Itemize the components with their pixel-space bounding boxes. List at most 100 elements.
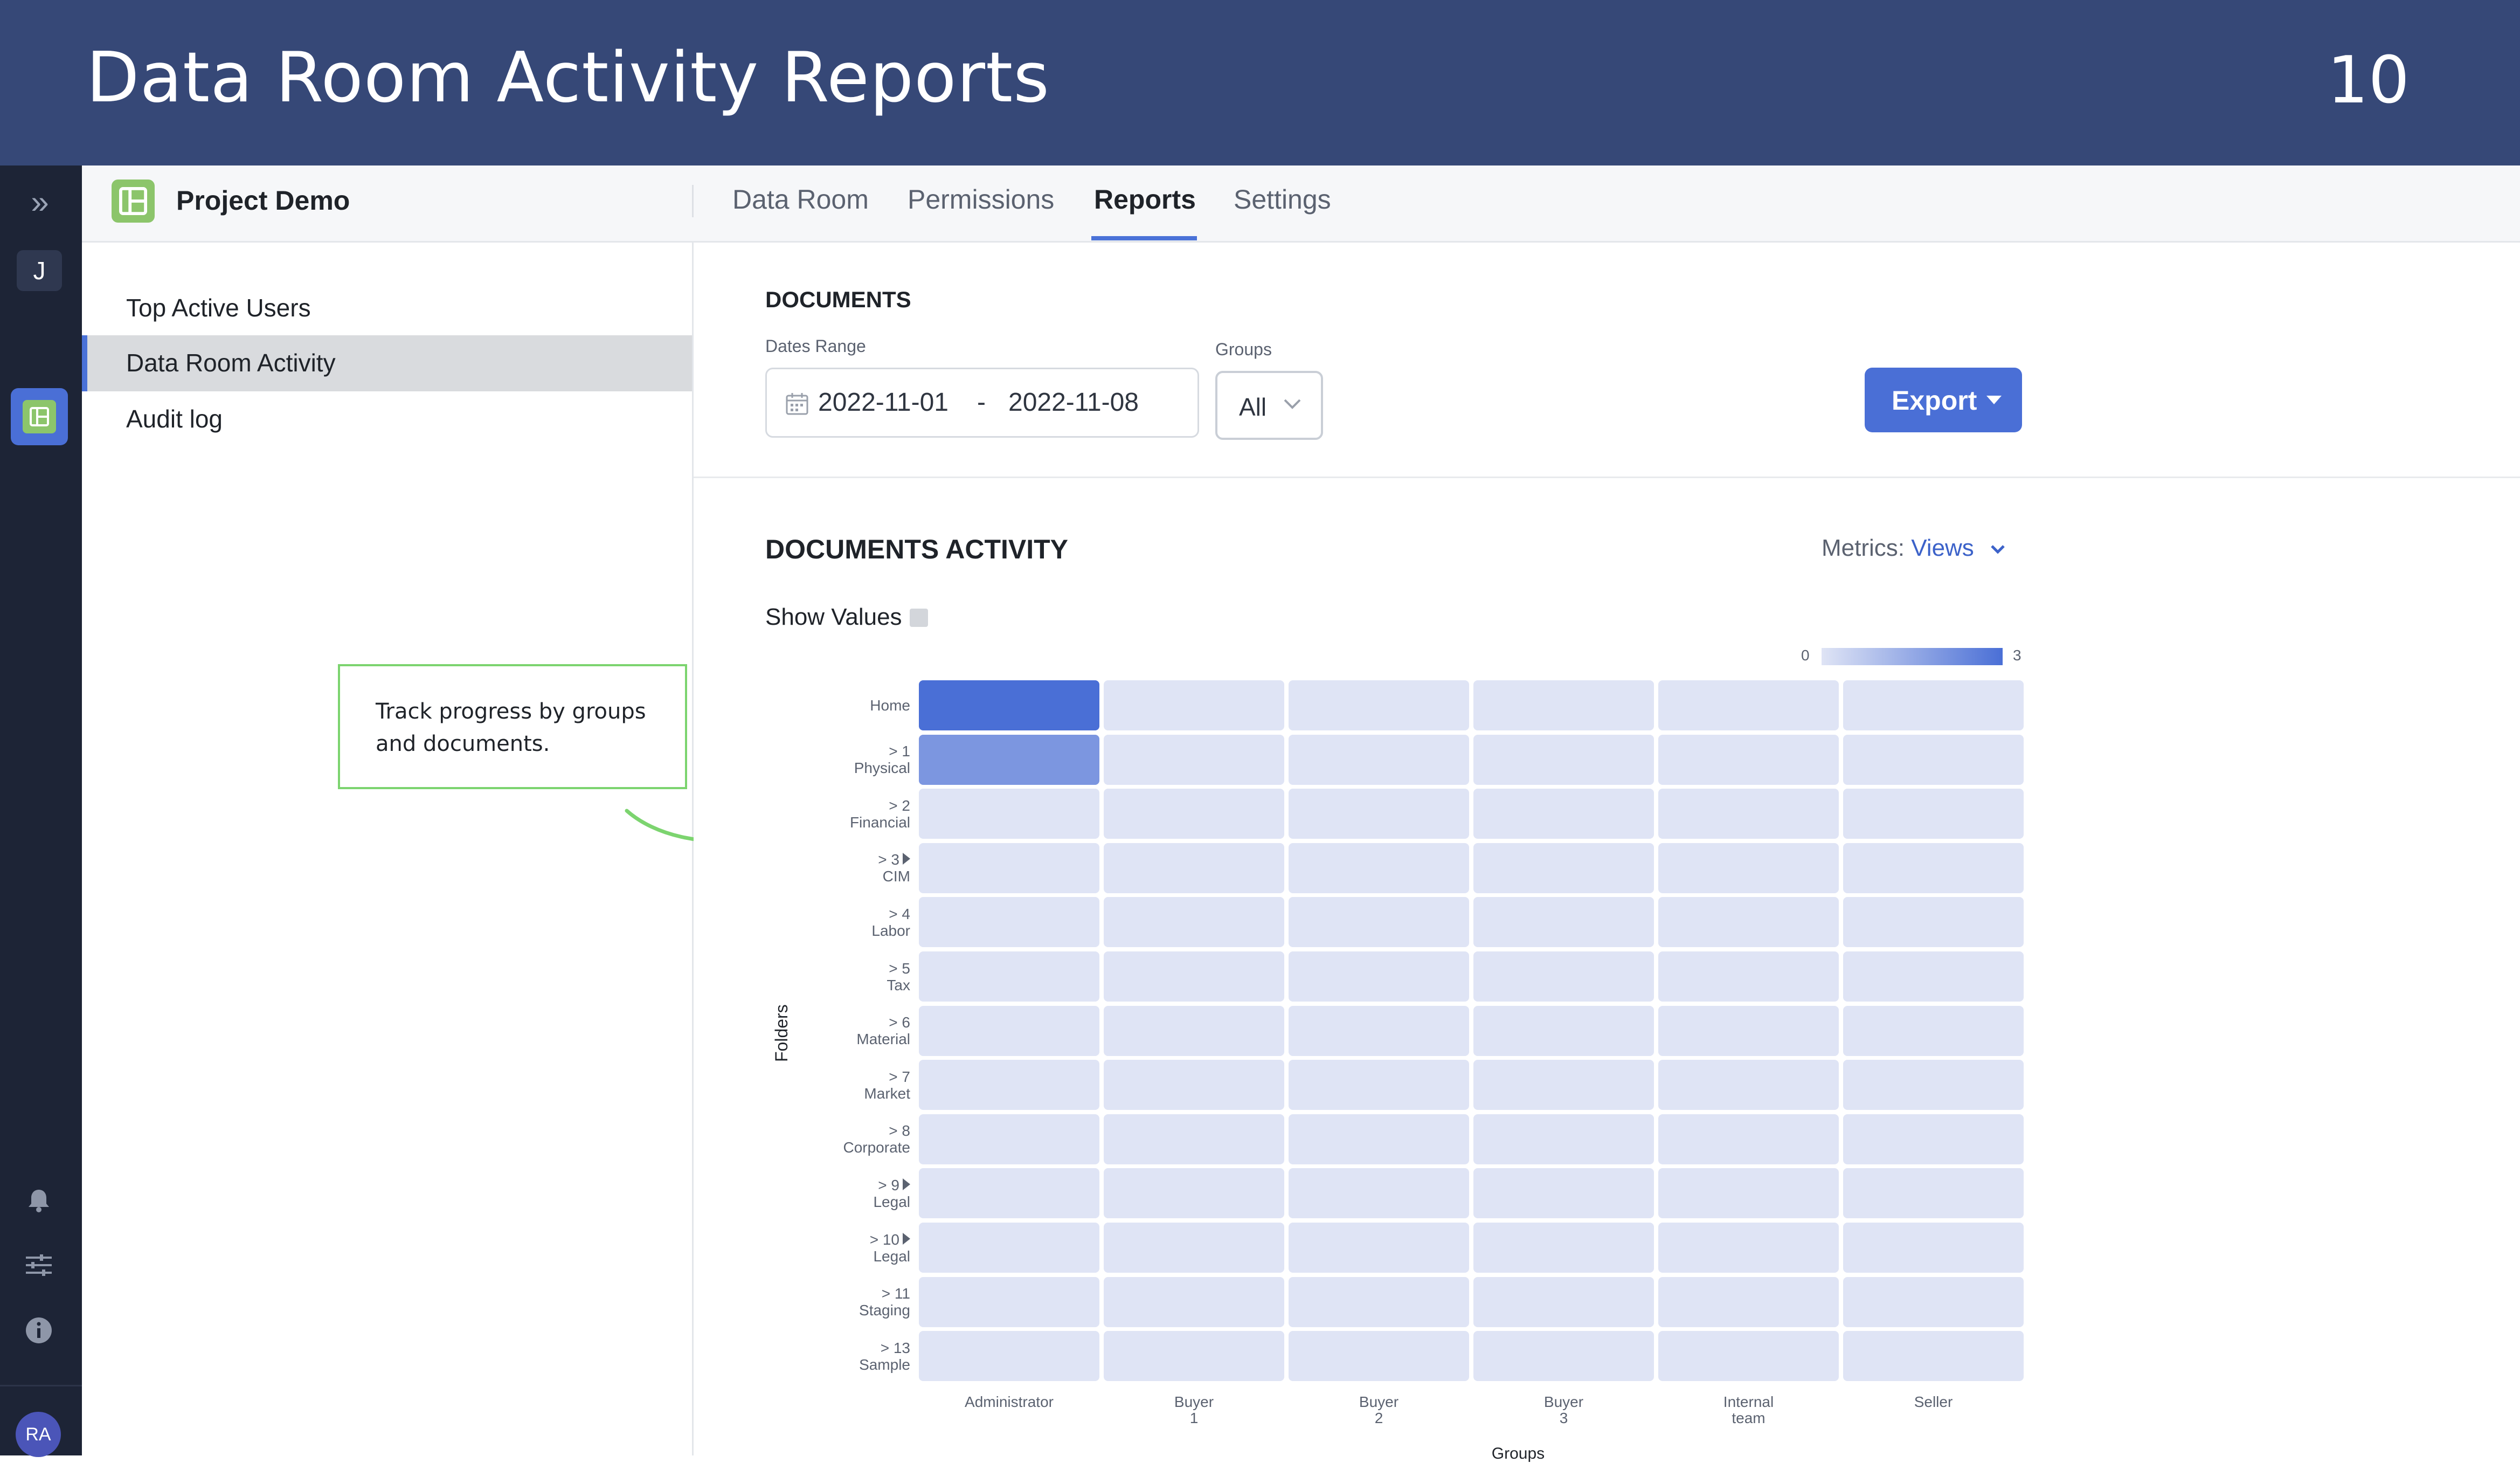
- heatmap-cell[interactable]: [1473, 680, 1654, 730]
- sidebar-item-audit-log[interactable]: Audit log: [82, 391, 692, 447]
- heatmap-cell[interactable]: [919, 1060, 1099, 1110]
- workspace-avatar[interactable]: J: [17, 250, 62, 291]
- show-values-checkbox[interactable]: [909, 609, 928, 627]
- heatmap-cell[interactable]: [1843, 1276, 2024, 1327]
- data-room-app-button[interactable]: [11, 388, 68, 445]
- heatmap-cell[interactable]: [1104, 1060, 1284, 1110]
- heatmap-cell[interactable]: [1289, 1060, 1469, 1110]
- show-values-toggle[interactable]: Show Values: [765, 604, 928, 631]
- heatmap-cell[interactable]: [1104, 1168, 1284, 1219]
- heatmap-cell[interactable]: [1843, 897, 2024, 948]
- tab-reports[interactable]: Reports: [1094, 184, 1196, 215]
- heatmap-cell[interactable]: [1658, 897, 1839, 948]
- heatmap-cell[interactable]: [919, 734, 1099, 785]
- heatmap-cell[interactable]: [1658, 789, 1839, 839]
- heatmap-cell[interactable]: [1658, 1223, 1839, 1273]
- heatmap-cell[interactable]: [1658, 680, 1839, 730]
- heatmap-cell[interactable]: [1289, 1223, 1469, 1273]
- heatmap-cell[interactable]: [1658, 1114, 1839, 1164]
- heatmap-cell[interactable]: [919, 843, 1099, 893]
- heatmap-cell[interactable]: [1473, 1005, 1654, 1056]
- heatmap-cell[interactable]: [1289, 1276, 1469, 1327]
- tab-data-room[interactable]: Data Room: [732, 184, 869, 215]
- heatmap-cell[interactable]: [1289, 897, 1469, 948]
- heatmap-cell[interactable]: [919, 789, 1099, 839]
- heatmap-cell[interactable]: [919, 951, 1099, 1002]
- expand-sidebar-icon[interactable]: »: [31, 184, 49, 220]
- heatmap-cell[interactable]: [919, 897, 1099, 948]
- tab-permissions[interactable]: Permissions: [908, 184, 1055, 215]
- export-button[interactable]: Export: [1865, 368, 2022, 432]
- heatmap-cell[interactable]: [1104, 1005, 1284, 1056]
- date-range-picker[interactable]: 2022-11-01 - 2022-11-08: [765, 368, 1199, 438]
- heatmap-cell[interactable]: [1104, 897, 1284, 948]
- heatmap-cell[interactable]: [919, 1168, 1099, 1219]
- user-avatar[interactable]: RA: [16, 1412, 61, 1457]
- sliders-icon[interactable]: [24, 1250, 54, 1280]
- heatmap-cell[interactable]: [1843, 1060, 2024, 1110]
- heatmap-cell[interactable]: [1473, 1331, 1654, 1382]
- heatmap-cell[interactable]: [1473, 1223, 1654, 1273]
- metrics-dropdown[interactable]: Metrics: Views: [1822, 535, 2005, 562]
- heatmap-cell[interactable]: [1289, 1168, 1469, 1219]
- heatmap-cell[interactable]: [1289, 1005, 1469, 1056]
- heatmap-cell[interactable]: [1658, 1276, 1839, 1327]
- info-icon[interactable]: [24, 1315, 54, 1345]
- heatmap-cell[interactable]: [1104, 1114, 1284, 1164]
- heatmap-cell[interactable]: [1104, 951, 1284, 1002]
- heatmap-cell[interactable]: [1843, 789, 2024, 839]
- heatmap-cell[interactable]: [1843, 843, 2024, 893]
- heatmap-cell[interactable]: [919, 1005, 1099, 1056]
- heatmap-cell[interactable]: [1289, 1114, 1469, 1164]
- heatmap-cell[interactable]: [1289, 951, 1469, 1002]
- heatmap-cell[interactable]: [1473, 1276, 1654, 1327]
- heatmap-cell[interactable]: [1473, 1168, 1654, 1219]
- sidebar-item-data-room-activity[interactable]: Data Room Activity: [82, 335, 692, 391]
- heatmap-cell[interactable]: [1843, 1331, 2024, 1382]
- heatmap-cell[interactable]: [1658, 1005, 1839, 1056]
- heatmap-cell[interactable]: [1843, 1168, 2024, 1219]
- heatmap-cell[interactable]: [1289, 789, 1469, 839]
- heatmap-cell[interactable]: [919, 1331, 1099, 1382]
- heatmap-cell[interactable]: [1473, 734, 1654, 785]
- heatmap-cell[interactable]: [1658, 1331, 1839, 1382]
- heatmap-cell[interactable]: [1104, 680, 1284, 730]
- heatmap-cell[interactable]: [919, 1276, 1099, 1327]
- heatmap-cell[interactable]: [1289, 680, 1469, 730]
- heatmap-cell[interactable]: [1843, 734, 2024, 785]
- heatmap-cell[interactable]: [1473, 1114, 1654, 1164]
- heatmap-cell[interactable]: [1104, 789, 1284, 839]
- heatmap-cell[interactable]: [919, 1114, 1099, 1164]
- heatmap-cell[interactable]: [1843, 1114, 2024, 1164]
- heatmap-cell[interactable]: [1658, 843, 1839, 893]
- heatmap-cell[interactable]: [1104, 1331, 1284, 1382]
- heatmap-cell[interactable]: [1289, 1331, 1469, 1382]
- heatmap-cell[interactable]: [1473, 843, 1654, 893]
- documents-activity-heatmap: Home > 1 Physical > 2 Financial > 3 CIM > 4 Labo…: [694, 243, 2520, 1455]
- heatmap-cell[interactable]: [1843, 1223, 2024, 1273]
- bell-icon[interactable]: [24, 1185, 54, 1216]
- heatmap-cell[interactable]: [1658, 734, 1839, 785]
- heatmap-cell[interactable]: [1289, 734, 1469, 785]
- heatmap-cell[interactable]: [1104, 734, 1284, 785]
- heatmap-cell[interactable]: [1843, 951, 2024, 1002]
- heatmap-cell[interactable]: [1104, 843, 1284, 893]
- heatmap-cell[interactable]: [1843, 1005, 2024, 1056]
- heatmap-cell[interactable]: [1658, 951, 1839, 1002]
- tab-settings[interactable]: Settings: [1234, 184, 1331, 215]
- heatmap-cell[interactable]: [1658, 1060, 1839, 1110]
- heatmap-cell[interactable]: [1289, 843, 1469, 893]
- sidebar-item-top-active-users[interactable]: Top Active Users: [82, 280, 692, 336]
- heatmap-cell[interactable]: [919, 1223, 1099, 1273]
- heatmap-cell[interactable]: [1658, 1168, 1839, 1219]
- heatmap-cell[interactable]: [1473, 1060, 1654, 1110]
- heatmap-cell[interactable]: [1843, 680, 2024, 730]
- heatmap-cell[interactable]: [1104, 1223, 1284, 1273]
- nav-divider: [0, 1385, 82, 1386]
- heatmap-cell[interactable]: [1104, 1276, 1284, 1327]
- heatmap-cell[interactable]: [1473, 897, 1654, 948]
- heatmap-cell[interactable]: [1473, 951, 1654, 1002]
- heatmap-cell[interactable]: [1473, 789, 1654, 839]
- heatmap-cell[interactable]: [919, 680, 1099, 730]
- groups-select[interactable]: All: [1215, 371, 1323, 440]
